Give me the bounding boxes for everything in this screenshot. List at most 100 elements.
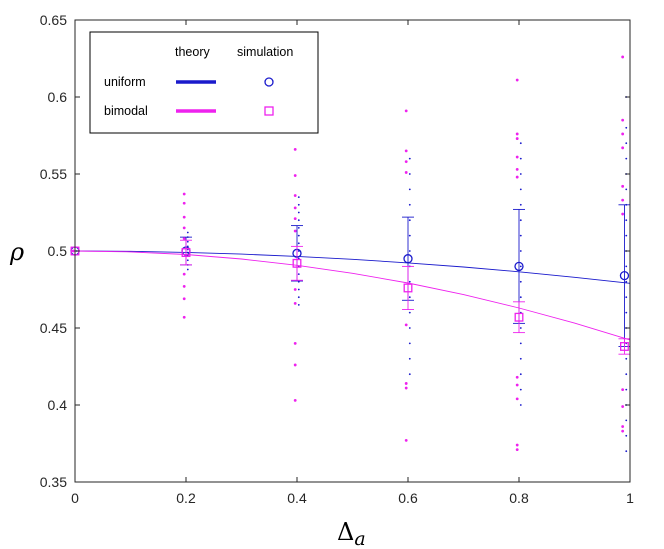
uniform-run-dot <box>408 296 411 299</box>
uniform-run-dot <box>297 196 300 199</box>
uniform-run-dot <box>625 265 628 268</box>
bimodal-run-dot <box>293 288 297 291</box>
y-tick-label: 0.4 <box>48 397 68 413</box>
bimodal-run-dot <box>515 448 519 452</box>
bimodal-run-dot <box>515 137 519 140</box>
uniform-run-dot <box>625 311 628 314</box>
bimodal-run-dot <box>182 272 186 276</box>
uniform-run-dot <box>408 157 411 160</box>
x-tick-label: 0 <box>71 490 79 506</box>
uniform-theory-line <box>74 250 631 284</box>
bimodal-run-dot <box>515 443 519 447</box>
x-tick-label: 0.6 <box>398 490 418 506</box>
uniform-run-dot <box>519 357 522 360</box>
y-tick-label: 0.45 <box>40 320 67 336</box>
y-tick-label: 0.6 <box>48 89 68 105</box>
uniform-run-dot <box>408 327 411 329</box>
bimodal-run-dot <box>404 149 408 153</box>
uniform-run-dot <box>408 250 411 252</box>
y-tick-label: 0.5 <box>48 243 68 259</box>
uniform-run-dot <box>625 126 628 129</box>
bimodal-mean-marker <box>181 248 191 257</box>
uniform-run-dot <box>625 280 628 283</box>
uniform-run-dot <box>625 388 628 391</box>
bimodal-run-dot <box>182 192 186 196</box>
bimodal-run-dot <box>404 109 408 113</box>
bimodal-run-dot <box>404 439 408 442</box>
bimodal-run-dot <box>621 212 625 216</box>
legend-col-theory: theory <box>175 45 210 59</box>
uniform-run-dot <box>519 173 522 175</box>
bimodal-run-dot <box>621 425 625 428</box>
bimodal-run-dot <box>515 375 519 379</box>
bimodal-run-dot <box>293 217 297 221</box>
bimodal-run-dot <box>621 405 625 408</box>
uniform-run-dot <box>519 188 522 191</box>
y-tick-label: 0.35 <box>40 474 67 490</box>
legend-col-simulation: simulation <box>237 45 293 59</box>
bimodal-run-dot <box>621 184 625 188</box>
uniform-run-dot <box>297 296 300 299</box>
ticks: 0 0.2 0.4 0.6 0.8 1 0.35 0.4 0.45 0.5 0.55 0.6 0.65 <box>40 12 634 506</box>
uniform-run-dot <box>408 203 411 206</box>
uniform-run-dot <box>625 219 628 222</box>
uniform-run-dot <box>186 268 189 271</box>
uniform-run-dot <box>625 419 628 422</box>
legend-marker-uniform <box>264 77 274 87</box>
bimodal-run-dot <box>515 155 519 159</box>
bimodal-run-dot <box>182 226 186 230</box>
uniform-run-dot <box>625 142 628 145</box>
bimodal-run-dot <box>293 206 297 210</box>
x-tick-label: 0.4 <box>287 490 307 506</box>
uniform-mean-marker <box>514 261 524 272</box>
bimodal-run-dot <box>621 388 625 391</box>
uniform-run-dot <box>519 250 522 252</box>
bimodal-run-dot <box>293 342 297 345</box>
x-tick-label: 1 <box>626 490 634 506</box>
bimodal-run-dot <box>621 146 625 150</box>
bimodal-run-dot <box>515 132 519 136</box>
uniform-run-dot <box>297 304 300 306</box>
bimodal-run-dot <box>621 429 625 433</box>
legend-label-uniform: uniform <box>104 75 146 89</box>
uniform-run-dot <box>625 373 628 376</box>
legend-label-bimodal: bimodal <box>104 104 148 118</box>
bimodal-run-dot <box>182 285 186 288</box>
bimodal-run-dot <box>293 301 297 305</box>
bimodal-run-dot <box>621 198 625 202</box>
uniform-run-dot <box>408 280 411 283</box>
bimodal-run-dot <box>293 229 297 233</box>
uniform-run-dot <box>625 234 628 237</box>
uniform-run-dot <box>519 342 522 345</box>
bimodal-run-dot <box>182 215 186 219</box>
bimodal-run-dot <box>621 132 625 136</box>
bimodal-mean-marker <box>514 312 524 322</box>
uniform-run-dot <box>519 327 522 329</box>
bimodal-run-dot <box>293 363 297 367</box>
bimodal-run-dot <box>182 315 186 319</box>
bimodal-run-dot <box>404 160 408 164</box>
uniform-run-dot <box>186 240 189 243</box>
bimodal-run-dot <box>621 55 625 59</box>
bimodal-run-dot <box>515 78 519 82</box>
bimodal-run-dot <box>182 201 186 205</box>
uniform-run-dot <box>519 296 522 299</box>
uniform-run-dot <box>408 188 411 191</box>
uniform-run-dot <box>519 203 522 206</box>
uniform-run-dot <box>297 227 300 229</box>
bimodal-run-dot <box>404 323 408 327</box>
uniform-run-dot <box>297 273 300 275</box>
uniform-run-dot <box>297 234 300 237</box>
legend-marker-bimodal <box>264 106 274 116</box>
bimodal-run-dot <box>515 175 519 179</box>
uniform-run-dot <box>408 373 411 376</box>
y-tick-label: 0.65 <box>40 12 67 28</box>
bimodal-run-dot <box>404 386 408 390</box>
uniform-run-dot <box>519 404 522 406</box>
uniform-run-dot <box>408 219 411 222</box>
uniform-run-dot <box>519 157 522 160</box>
uniform-run-dot <box>297 203 300 206</box>
bimodal-run-dot <box>515 167 519 171</box>
bimodal-run-dot <box>182 237 186 241</box>
